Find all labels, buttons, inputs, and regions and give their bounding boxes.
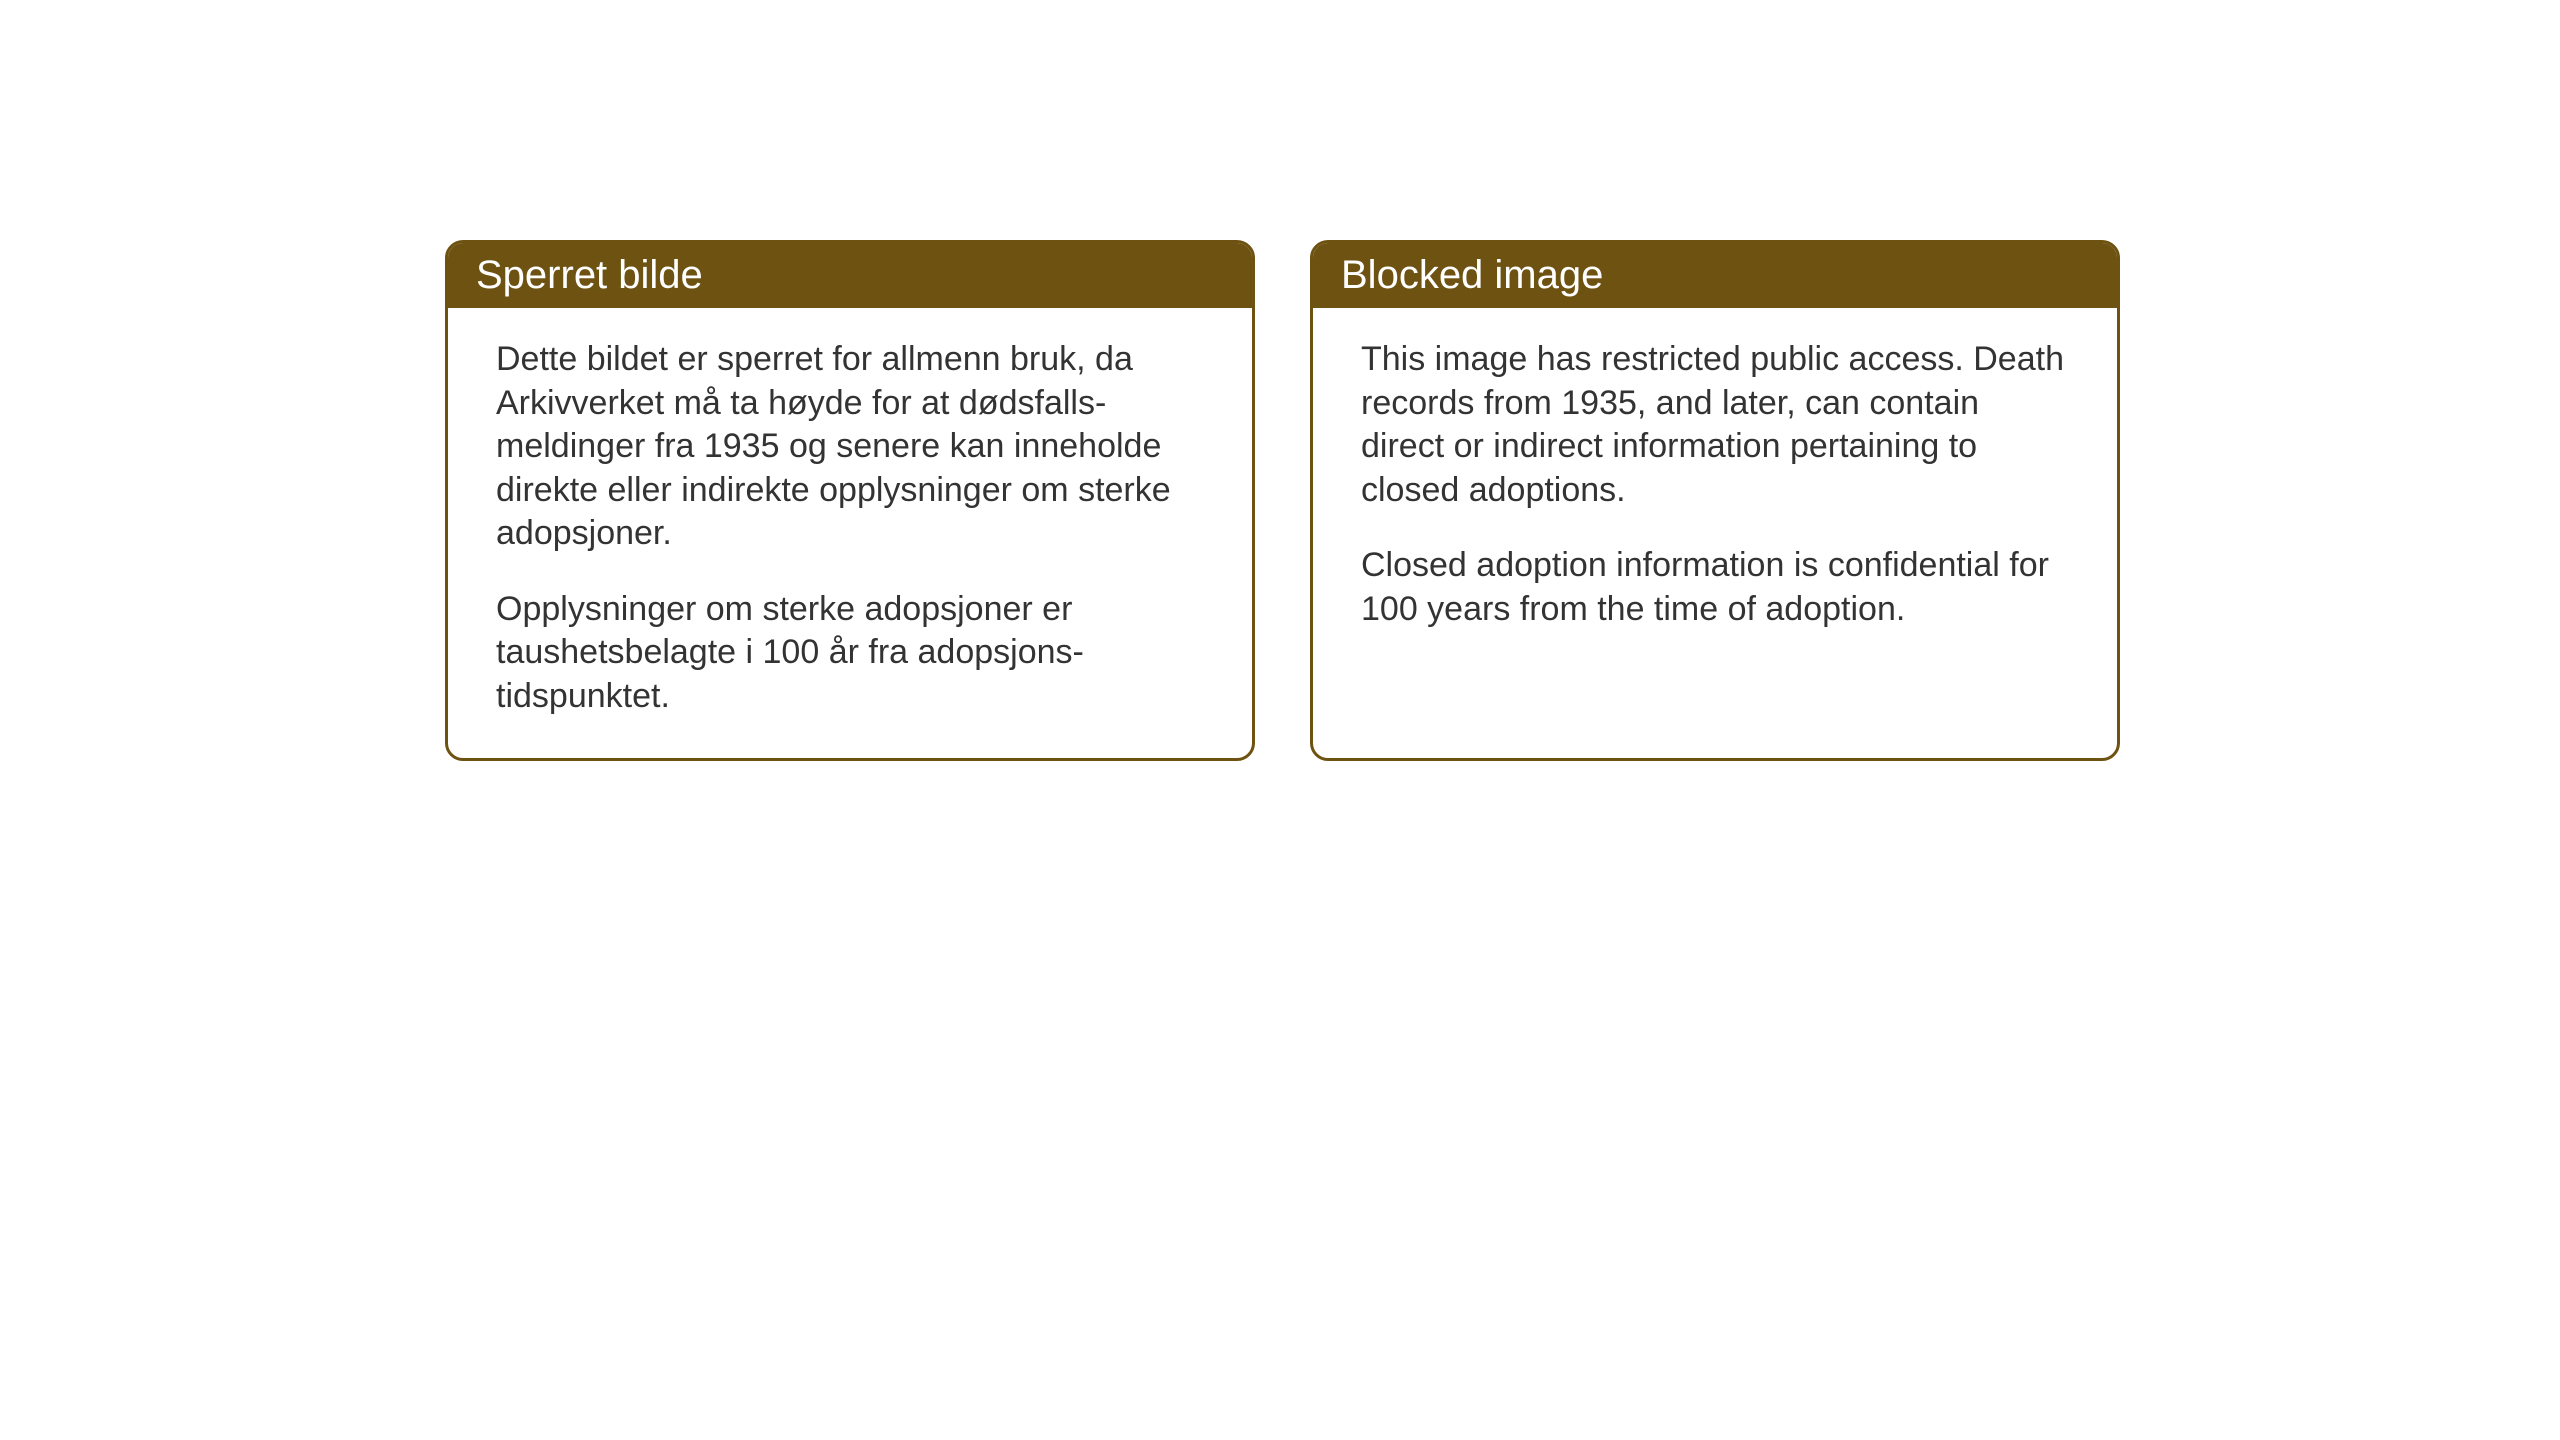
cards-container: Sperret bilde Dette bildet er sperret fo… [445,240,2120,761]
card-paragraph: Closed adoption information is confident… [1361,544,2069,631]
card-paragraph: This image has restricted public access.… [1361,338,2069,512]
card-header-english: Blocked image [1313,243,2117,308]
card-english: Blocked image This image has restricted … [1310,240,2120,761]
card-body-english: This image has restricted public access.… [1313,308,2117,671]
card-title: Sperret bilde [476,253,703,297]
card-body-norwegian: Dette bildet er sperret for allmenn bruk… [448,308,1252,758]
card-title: Blocked image [1341,253,1603,297]
card-paragraph: Opplysninger om sterke adopsjoner er tau… [496,588,1204,719]
card-header-norwegian: Sperret bilde [448,243,1252,308]
card-paragraph: Dette bildet er sperret for allmenn bruk… [496,338,1204,556]
card-norwegian: Sperret bilde Dette bildet er sperret fo… [445,240,1255,761]
